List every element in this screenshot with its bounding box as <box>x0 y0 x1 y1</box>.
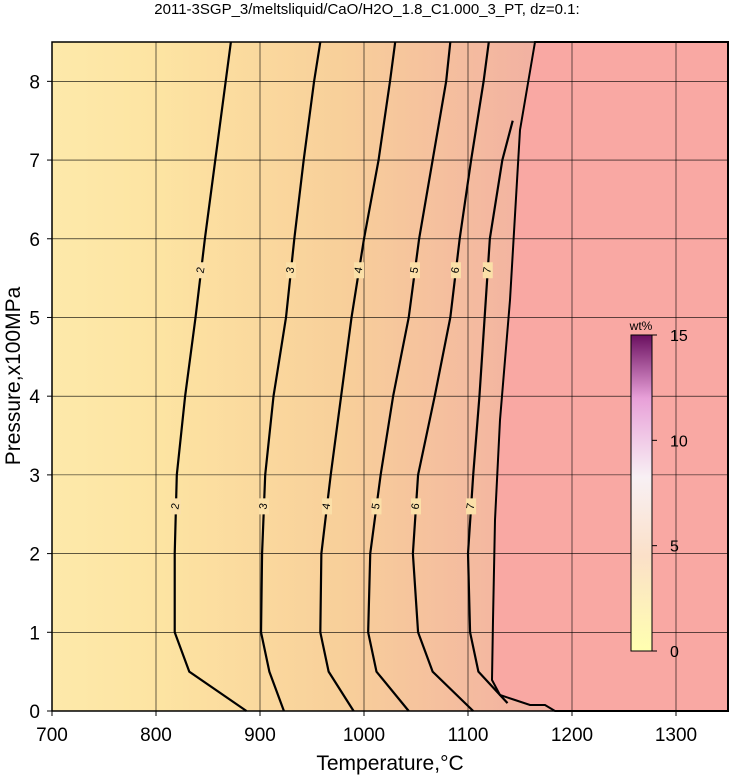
contour-label: 6 <box>409 502 422 510</box>
x-axis-label: Temperature,°C <box>316 752 463 775</box>
y-tick-label: 3 <box>29 466 40 487</box>
contour-label: 5 <box>408 266 421 274</box>
y-tick-label: 6 <box>29 230 40 251</box>
contour-label: 3 <box>257 502 270 510</box>
y-tick-label: 0 <box>29 702 40 723</box>
y-tick-label: 5 <box>29 308 40 329</box>
contour-label-bg <box>450 262 461 279</box>
contour-label: 3 <box>284 266 297 274</box>
contour-label-bg <box>321 498 332 515</box>
melt-region <box>490 41 729 712</box>
contour-line <box>319 41 397 712</box>
contour-label-bg <box>411 498 421 515</box>
y-axis-label: Pressure,x100MPa <box>2 286 25 465</box>
plot-frame <box>51 41 729 712</box>
x-tick-label: 900 <box>244 725 276 746</box>
contour-line <box>411 41 490 712</box>
contour-label-bg <box>170 498 181 515</box>
colorbar-label: wt% <box>629 319 653 333</box>
colorbar-tick-label: 10 <box>670 433 688 450</box>
contour-line <box>173 41 248 712</box>
contour-label-bg <box>354 262 365 279</box>
contour-label: 7 <box>481 266 494 274</box>
contour-label: 2 <box>195 266 208 274</box>
x-tick-label: 1300 <box>655 725 697 746</box>
contour-label-bg <box>371 498 382 515</box>
contour-label: 2 <box>169 502 182 510</box>
contour-label-bg <box>196 262 207 279</box>
x-tick-label: 1000 <box>343 725 385 746</box>
x-tick-label: 1200 <box>551 725 593 746</box>
y-tick-label: 4 <box>29 387 40 408</box>
contour-label: 6 <box>449 266 462 274</box>
colorbar <box>630 334 653 652</box>
colorbar-tick-label: 0 <box>670 644 679 661</box>
contour-line <box>259 41 322 712</box>
contour-label: 7 <box>465 502 478 510</box>
x-tick-label: 800 <box>140 725 172 746</box>
contour-label-bg <box>409 262 420 279</box>
x-tick-label: 1100 <box>448 725 489 746</box>
contour-label-bg <box>285 262 296 279</box>
chart-title: 2011-3SGP_3/meltsliquid/CaO/H2O_1.8_C1.0… <box>154 1 579 18</box>
colorbar-tick-label: 5 <box>670 539 679 556</box>
contour-label: 5 <box>370 502 383 510</box>
x-tick-label: 700 <box>36 725 68 746</box>
contour-line <box>367 41 452 712</box>
contour-line <box>466 120 514 704</box>
colorbar-tick-label: 15 <box>670 328 688 345</box>
y-tick-label: 2 <box>29 545 40 566</box>
contour-label: 4 <box>352 266 365 274</box>
contour-label-bg <box>482 262 493 279</box>
y-tick-label: 8 <box>29 72 40 93</box>
y-tick-label: 1 <box>29 623 40 644</box>
contour-label-bg <box>466 498 477 515</box>
contour-label: 4 <box>320 502 333 510</box>
contour-label-bg <box>258 498 269 515</box>
y-tick-label: 7 <box>29 151 40 172</box>
